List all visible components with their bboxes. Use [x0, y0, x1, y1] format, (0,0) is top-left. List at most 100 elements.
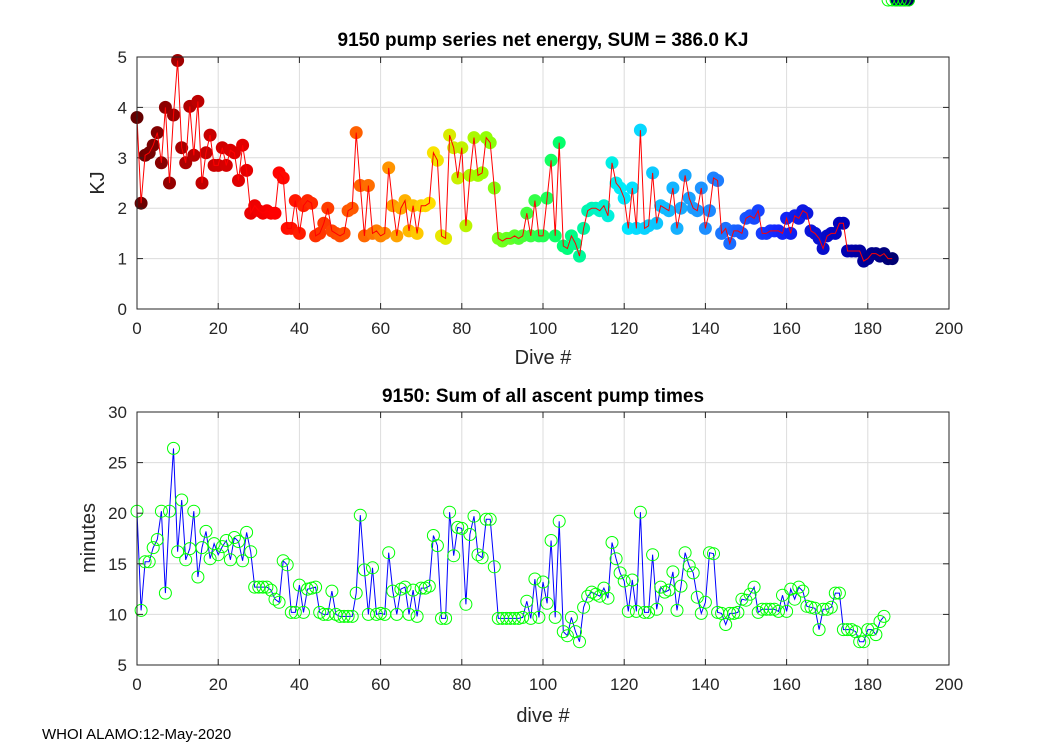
data-point	[292, 578, 306, 592]
x-tick-label: 80	[452, 675, 471, 694]
x-tick-label: 0	[132, 319, 141, 338]
data-point	[345, 609, 359, 623]
data-point	[901, 0, 915, 7]
x-tick-label: 20	[209, 319, 228, 338]
data-point	[435, 611, 448, 625]
data-point	[191, 570, 205, 584]
data-point	[252, 580, 266, 594]
data-point	[410, 609, 424, 623]
x-tick-label: 100	[529, 675, 557, 694]
data-point	[475, 551, 489, 565]
data-point	[260, 580, 274, 594]
data-point	[244, 545, 258, 559]
data-point	[865, 623, 879, 637]
data-point	[540, 596, 554, 610]
x-tick-label: 60	[371, 675, 390, 694]
data-point	[682, 559, 696, 573]
pump-time-ticks: 0 20 40 60 80 100 120 140 160 180 200 5 10 15 20 25 30	[108, 403, 963, 694]
data-point	[828, 586, 842, 600]
data-point	[467, 509, 481, 523]
pump-time-grid	[137, 412, 949, 665]
data-point	[406, 583, 420, 597]
data-point	[873, 615, 887, 628]
data-point	[731, 605, 745, 619]
data-point	[479, 512, 493, 526]
data-point	[573, 635, 586, 649]
data-point	[297, 605, 310, 619]
data-point	[723, 606, 737, 620]
data-point	[357, 563, 371, 577]
x-tick-label: 180	[854, 319, 882, 338]
energy-series-line	[136, 60, 893, 262]
energy-ticks: 0 20 40 60 80 100 120 140 160 180 200 0 1 2 3 4 5	[118, 48, 964, 338]
data-point	[402, 607, 416, 621]
energy-grid	[137, 57, 949, 309]
pump-time-title: 9150: Sum of all ascent pump times	[382, 386, 704, 407]
data-point	[256, 580, 270, 594]
data-point	[678, 546, 692, 560]
data-point	[698, 595, 712, 609]
data-point	[633, 505, 647, 519]
data-point	[398, 580, 412, 594]
data-point	[524, 611, 538, 625]
y-tick-label: 4	[118, 98, 127, 117]
data-point	[158, 586, 172, 600]
data-point	[203, 552, 217, 566]
data-point	[268, 592, 282, 606]
data-point	[430, 539, 444, 553]
data-point	[414, 581, 428, 595]
data-point	[654, 580, 668, 594]
data-point	[836, 623, 850, 637]
data-point	[142, 555, 156, 569]
data-point	[666, 565, 680, 579]
y-tick-label: 10	[108, 605, 127, 624]
y-tick-label: 2	[118, 199, 127, 218]
x-tick-label: 40	[290, 319, 309, 338]
data-point	[528, 572, 542, 586]
data-point	[646, 548, 660, 562]
data-point	[560, 629, 574, 643]
data-point	[857, 635, 871, 649]
y-tick-label: 5	[118, 656, 127, 675]
data-point	[321, 607, 335, 621]
data-point	[150, 533, 164, 546]
data-point	[175, 493, 189, 507]
y-tick-label: 5	[118, 48, 127, 67]
data-point	[353, 508, 367, 522]
data-point	[747, 580, 761, 594]
data-point	[638, 605, 651, 619]
energy-axes-box	[136, 56, 950, 310]
data-point	[366, 561, 379, 575]
data-point	[885, 0, 899, 7]
y-tick-label: 30	[108, 403, 127, 422]
data-point	[824, 600, 838, 614]
data-point	[816, 602, 830, 616]
y-tick-label: 20	[108, 504, 127, 523]
x-tick-label: 180	[854, 675, 882, 694]
x-tick-label: 140	[691, 675, 719, 694]
data-point	[889, 0, 903, 7]
x-tick-label: 20	[209, 675, 228, 694]
data-point	[459, 597, 473, 611]
data-point	[288, 605, 302, 619]
data-point	[544, 534, 558, 547]
data-point	[439, 611, 453, 625]
x-tick-label: 160	[772, 319, 800, 338]
data-point	[471, 548, 485, 562]
y-tick-label: 25	[108, 454, 127, 473]
data-point	[264, 583, 278, 597]
energy-ylabel: KJ	[87, 171, 109, 194]
data-point	[564, 610, 578, 624]
x-tick-label: 0	[132, 675, 141, 694]
data-point	[881, 0, 895, 7]
pump-time-ylabel: minutes	[78, 503, 100, 573]
x-tick-label: 140	[691, 319, 719, 338]
y-tick-label: 3	[118, 149, 127, 168]
data-point	[516, 610, 530, 624]
data-point	[520, 594, 534, 608]
data-point	[199, 524, 213, 538]
data-point	[548, 610, 562, 624]
data-point	[236, 554, 250, 568]
